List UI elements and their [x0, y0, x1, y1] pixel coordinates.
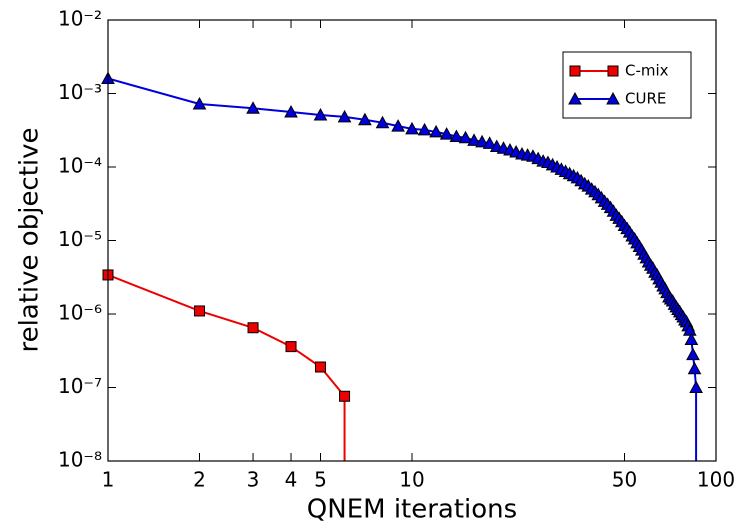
legend-label: C-mix: [625, 62, 669, 80]
marker: [247, 322, 259, 334]
y-tick-label: 10⁻⁷: [58, 374, 102, 398]
x-tick-label: 5: [314, 468, 327, 492]
legend-label: CURE: [625, 90, 666, 108]
legend-marker: [568, 91, 582, 105]
marker: [458, 130, 473, 144]
x-tick-label: 4: [285, 468, 298, 492]
marker: [339, 390, 351, 402]
legend-marker: [569, 65, 581, 77]
x-tick-label: 10: [399, 468, 424, 492]
x-tick-label: 3: [247, 468, 260, 492]
marker: [313, 107, 328, 121]
marker: [284, 104, 298, 118]
marker: [684, 332, 699, 345]
y-tick-label: 10⁻⁸: [58, 448, 102, 472]
marker: [482, 136, 497, 149]
marker: [449, 129, 464, 142]
y-tick-label: 10⁻²: [58, 7, 102, 31]
series-line: [108, 274, 346, 461]
marker: [439, 127, 454, 140]
marker: [682, 323, 697, 336]
marker: [337, 109, 352, 123]
y-tick-label: 10⁻⁵: [58, 227, 102, 251]
marker: [417, 122, 432, 136]
marker: [686, 347, 700, 361]
x-tick-label: 1: [102, 468, 115, 492]
marker: [405, 121, 419, 135]
marker: [246, 101, 260, 114]
x-tick-label: 50: [612, 468, 637, 492]
y-tick-label: 10⁻⁶: [58, 301, 102, 325]
legend-marker: [607, 65, 619, 77]
x-tick-label: 2: [193, 468, 206, 492]
marker: [689, 380, 703, 393]
marker: [314, 361, 326, 373]
legend-marker: [606, 91, 620, 105]
marker: [687, 361, 702, 375]
x-axis-label: QNEM iterations: [307, 495, 517, 525]
y-axis-label: relative objective: [15, 127, 45, 352]
marker: [429, 124, 443, 138]
plot-frame: [107, 19, 717, 462]
plot-area: [108, 77, 698, 461]
marker: [358, 112, 372, 126]
y-tick-label: 10⁻⁴: [58, 154, 102, 178]
y-tick-label: 10⁻³: [58, 80, 102, 104]
legend-box: [562, 51, 692, 119]
marker: [391, 119, 405, 132]
marker: [285, 341, 297, 353]
marker: [475, 134, 489, 148]
marker: [467, 133, 481, 146]
marker: [194, 305, 206, 317]
marker: [375, 115, 390, 129]
marker: [192, 96, 207, 110]
series-line: [108, 77, 698, 461]
x-tick-label: 100: [697, 468, 735, 492]
